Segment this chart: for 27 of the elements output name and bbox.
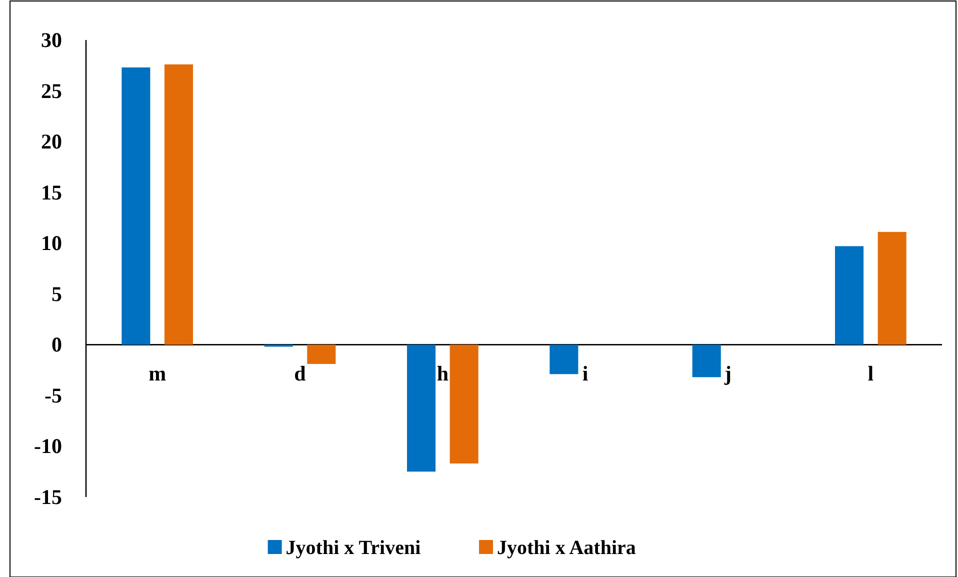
x-tick-label: h: [436, 362, 449, 386]
bar: [835, 246, 864, 345]
bar: [164, 64, 193, 345]
y-tick-label: 30: [41, 28, 62, 52]
bar: [692, 344, 721, 378]
y-tick-label: -5: [44, 383, 62, 408]
bar: [550, 344, 578, 374]
y-tick-label: -15: [34, 485, 62, 509]
y-tick-label: 0: [52, 332, 62, 357]
bar: [878, 232, 906, 345]
x-tick-label: l: [868, 362, 874, 386]
legend-label: Jyothi x Triveni: [286, 537, 422, 559]
y-tick-label: 20: [41, 130, 62, 154]
bar: [122, 67, 150, 345]
y-tick-label: 5: [52, 282, 62, 306]
y-tick-label: -10: [34, 434, 62, 458]
x-tick-label: d: [294, 362, 306, 386]
y-tick-label: 15: [41, 180, 62, 204]
x-tick-label: i: [582, 362, 588, 386]
bar: [450, 344, 478, 464]
legend-label: Jyothi x Aathira: [497, 537, 636, 559]
bar: [407, 344, 436, 472]
y-tick-label: 10: [41, 231, 62, 256]
bar: [307, 344, 336, 364]
x-tick-label: j: [724, 362, 732, 386]
x-tick-label: m: [148, 362, 167, 386]
y-tick-label: 25: [41, 78, 62, 103]
